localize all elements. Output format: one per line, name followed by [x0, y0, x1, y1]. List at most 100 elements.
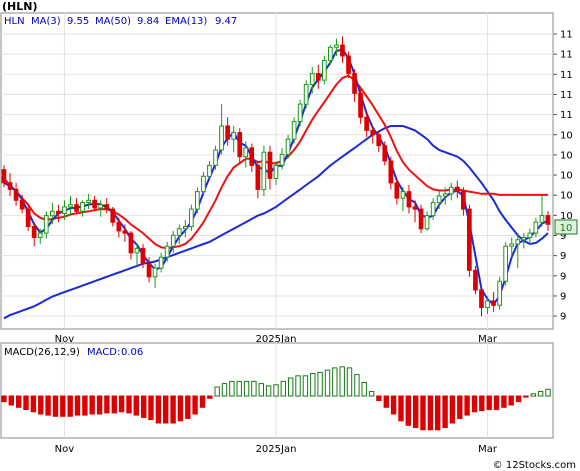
- macd-bar: [265, 385, 272, 397]
- candle-body: [509, 243, 515, 247]
- price-badge-text: 10: [560, 223, 573, 234]
- macd-bar: [38, 395, 44, 415]
- candle-body: [110, 208, 116, 223]
- macd-bar: [52, 395, 59, 417]
- candle: [400, 187, 406, 212]
- macd-bar: [486, 395, 492, 410]
- candle: [25, 204, 31, 231]
- macd-bar: [324, 369, 331, 397]
- candle: [328, 45, 333, 65]
- candle-body: [158, 256, 164, 269]
- candle-body: [31, 226, 37, 238]
- candle: [406, 185, 412, 214]
- candle-body: [412, 206, 418, 210]
- macd-bar: [229, 380, 235, 397]
- candle-body: [418, 208, 424, 230]
- macd-bar: [317, 371, 323, 397]
- macd-bar: [354, 374, 360, 397]
- macd-bar: [523, 395, 529, 398]
- price-x-tick-label: 2025Jan: [256, 334, 297, 345]
- macd-bar: [30, 395, 37, 413]
- candle-body: [285, 138, 291, 155]
- candle-body: [104, 204, 110, 210]
- candle: [358, 88, 363, 124]
- candle-body: [436, 195, 442, 204]
- candle: [134, 244, 140, 266]
- macd-bar: [82, 395, 88, 416]
- candle-body: [7, 182, 13, 190]
- candle: [128, 230, 134, 260]
- macd-legend-params: MACD(26,12,9): [4, 347, 80, 358]
- macd-bar: [74, 395, 81, 416]
- candle-body: [128, 232, 134, 254]
- macd-bar: [60, 395, 66, 417]
- candle: [527, 228, 533, 245]
- candle: [430, 198, 436, 220]
- candle-body: [309, 73, 315, 85]
- candle-body: [189, 208, 194, 228]
- macd-bar: [545, 388, 551, 397]
- candle-body: [1, 169, 7, 184]
- candle-body: [19, 199, 25, 210]
- candle: [455, 180, 460, 199]
- macd-bar: [339, 366, 345, 397]
- price-y-tick-label: 10: [560, 171, 573, 182]
- candle-body: [430, 202, 436, 217]
- candle: [521, 233, 527, 249]
- price-badge: 10: [554, 219, 578, 235]
- candle: [50, 202, 55, 225]
- candle-body: [406, 191, 412, 208]
- candle-body: [533, 221, 539, 234]
- watermark: © 12Stocks.com: [493, 460, 576, 471]
- candle-body: [527, 232, 533, 239]
- candle-body: [243, 147, 249, 158]
- macd-bar: [280, 380, 287, 397]
- price-y-tick-label: 10: [560, 211, 573, 222]
- candle-body: [170, 234, 176, 247]
- candle: [442, 187, 448, 205]
- ma50-line: [3, 125, 549, 320]
- candle: [515, 233, 521, 269]
- candle-body: [497, 280, 502, 306]
- macd-bar: [515, 395, 522, 403]
- candle-body: [461, 191, 466, 210]
- macd-bar: [104, 395, 110, 414]
- price-legend: HLN MA(3) 9.55 MA(50) 9.84 EMA(13) 9.47: [4, 16, 237, 27]
- candle: [225, 117, 231, 146]
- candle: [104, 198, 110, 214]
- candle-body: [424, 215, 430, 230]
- macd-bar: [126, 395, 132, 414]
- candle-body: [116, 221, 122, 232]
- macd-bar: [530, 393, 536, 397]
- candle-body: [146, 263, 152, 278]
- candle-body: [195, 191, 200, 210]
- candle: [201, 171, 206, 196]
- candle-body: [521, 237, 527, 241]
- macd-bar: [493, 395, 500, 410]
- candle-body: [455, 186, 460, 193]
- candle: [116, 217, 122, 238]
- candle-body: [273, 164, 279, 179]
- macd-bar: [413, 395, 419, 428]
- candle: [285, 134, 291, 159]
- macd-bar: [236, 380, 242, 397]
- candle: [152, 263, 158, 288]
- candle: [219, 104, 224, 155]
- candle: [189, 204, 194, 231]
- macd-bar: [45, 395, 51, 416]
- candle-body: [183, 226, 188, 230]
- candle-body: [225, 125, 231, 140]
- candle: [261, 145, 267, 196]
- candle-body: [62, 206, 67, 214]
- candle-body: [328, 46, 333, 61]
- candle: [68, 195, 73, 216]
- candle-body: [376, 134, 382, 147]
- price-y-tick-label: 10: [560, 150, 573, 161]
- candle-body: [140, 247, 146, 265]
- macd-histogram: [1, 366, 551, 431]
- candle: [412, 200, 418, 223]
- candle-body: [176, 228, 182, 236]
- candle: [297, 99, 303, 127]
- candle-body: [364, 116, 369, 131]
- candle: [273, 160, 279, 186]
